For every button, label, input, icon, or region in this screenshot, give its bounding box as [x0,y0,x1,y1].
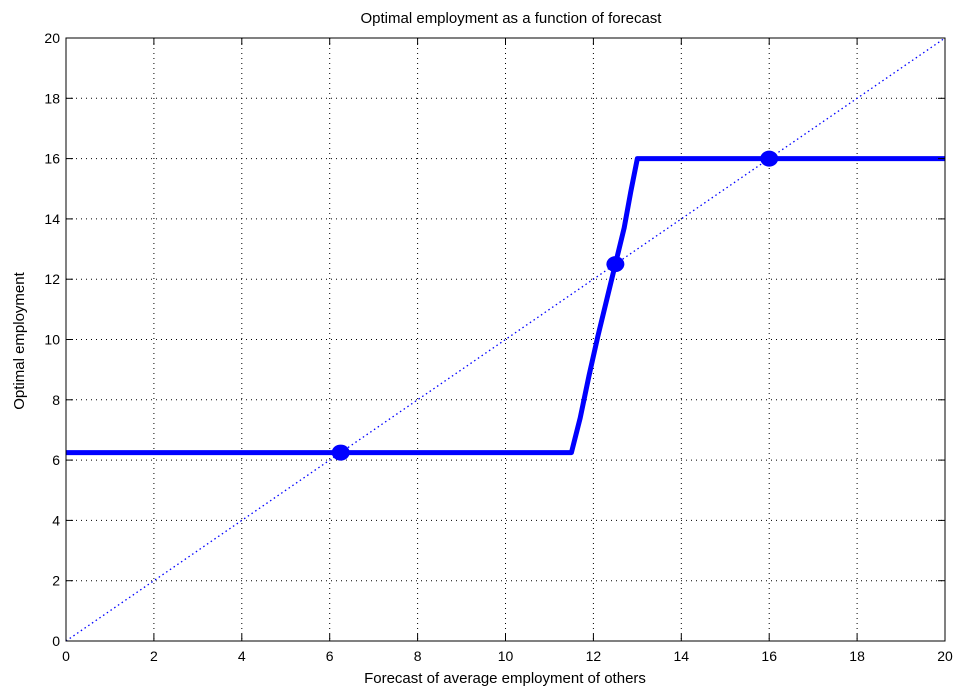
y-tick-label: 18 [44,90,60,106]
x-tick-label: 20 [937,648,953,664]
x-axis-label: Forecast of average employment of others [364,670,646,687]
y-tick-label: 14 [44,211,60,227]
grid [66,38,945,641]
equilibrium-point [606,256,625,273]
x-tick-label: 8 [414,648,422,664]
series-layer [65,37,946,642]
optimal-employment-line [66,156,945,456]
y-tick-label: 4 [52,512,60,528]
x-tick-label: 6 [326,648,334,664]
y-tick-label: 20 [44,30,60,46]
equilibrium-point [331,444,350,461]
x-tick-label: 0 [62,648,70,664]
x-tick-label: 4 [238,648,246,664]
points-layer [331,150,779,461]
x-tick-label: 10 [498,648,514,664]
x-tick-label: 14 [674,648,690,664]
ticks-layer: 0 2 4 6 8 10 12 14 16 18 20 0 2 4 6 8 10 12 14 16 18 20 [44,30,953,664]
y-tick-label: 0 [52,633,60,649]
y-tick-label: 16 [44,151,60,167]
y-tick-label: 12 [44,271,60,287]
y-axis-label: Optimal employment [11,271,28,409]
x-tick-label: 18 [849,648,865,664]
y-tick-label: 2 [52,573,60,589]
y-tick-label: 8 [52,392,60,408]
y-tick-label: 6 [52,452,60,468]
equilibrium-point [760,150,779,167]
x-tick-label: 2 [150,648,158,664]
x-tick-label: 16 [761,648,777,664]
x-tick-label: 12 [586,648,602,664]
chart-title: Optimal employment as a function of fore… [361,10,663,27]
y-tick-label: 10 [44,332,60,348]
